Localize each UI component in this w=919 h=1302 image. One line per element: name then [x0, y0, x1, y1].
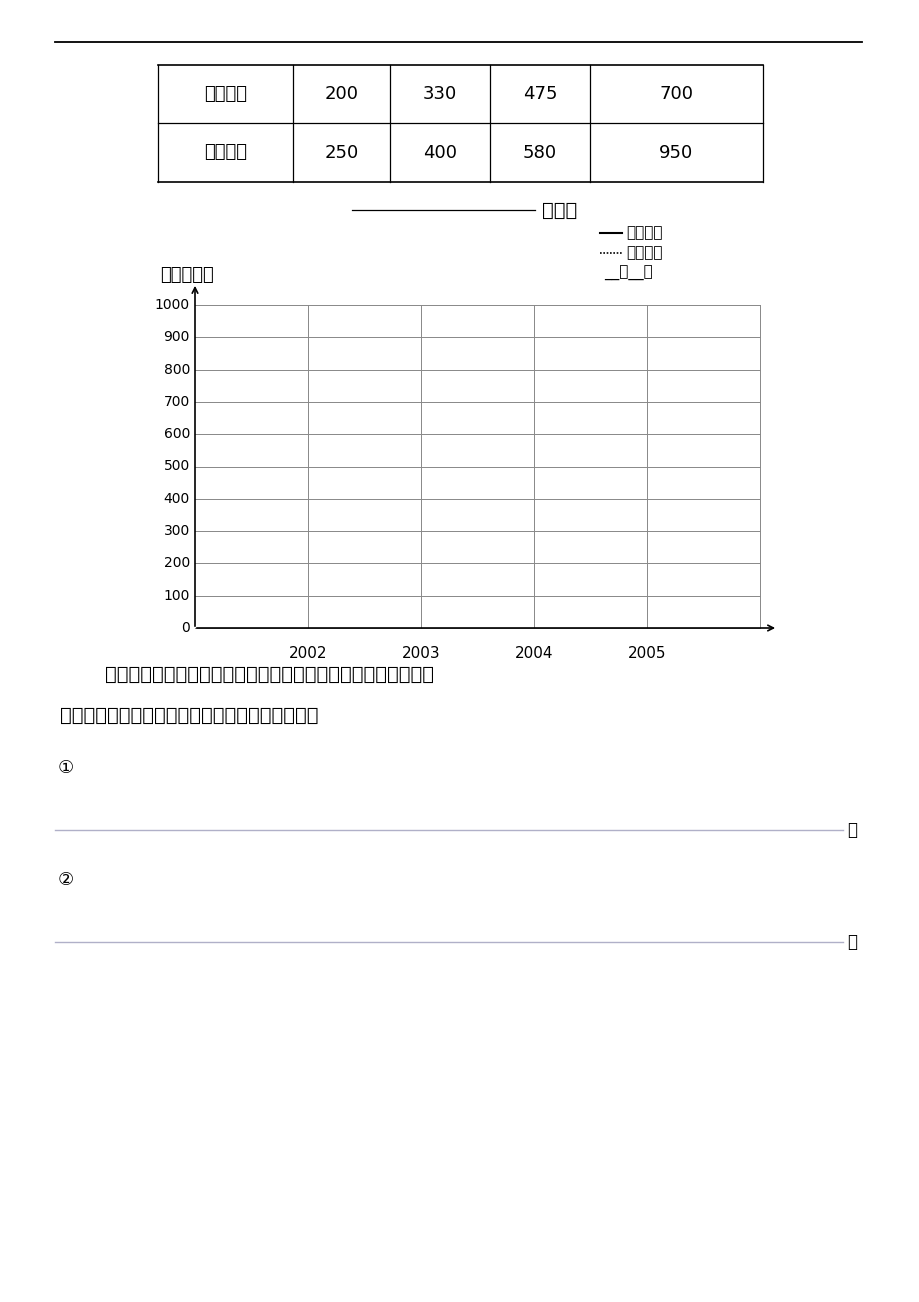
Text: 单位：万元: 单位：万元: [160, 266, 213, 284]
Text: 2003: 2003: [402, 646, 440, 660]
Text: 900: 900: [164, 331, 190, 344]
Text: 100: 100: [164, 589, 190, 603]
Text: 500: 500: [164, 460, 190, 474]
Text: 2004: 2004: [515, 646, 552, 660]
Text: 700: 700: [164, 395, 190, 409]
Text: 600: 600: [164, 427, 190, 441]
Text: 580: 580: [522, 143, 557, 161]
Text: 330: 330: [423, 85, 457, 103]
Text: 200: 200: [164, 556, 190, 570]
Text: 工业收入: 工业收入: [204, 143, 246, 161]
Text: ②: ②: [58, 871, 74, 889]
Text: 800: 800: [164, 362, 190, 376]
Text: 300: 300: [164, 525, 190, 538]
Text: 工业收入: 工业收入: [625, 246, 662, 260]
Text: 1000: 1000: [154, 298, 190, 312]
Text: 统计图: 统计图: [541, 201, 576, 220]
Text: 700: 700: [659, 85, 693, 103]
Text: 400: 400: [423, 143, 457, 161]
Text: 。: 。: [846, 934, 857, 950]
Text: 2002: 2002: [289, 646, 327, 660]
Text: 农业收入: 农业收入: [625, 225, 662, 241]
Text: 950: 950: [659, 143, 693, 161]
Text: ①: ①: [58, 759, 74, 777]
Text: 250: 250: [324, 143, 358, 161]
Text: __月__日: __月__日: [604, 266, 652, 280]
Text: 200: 200: [324, 85, 358, 103]
Text: 400: 400: [164, 492, 190, 505]
Text: 475: 475: [522, 85, 557, 103]
Text: 些数学问题？想出两个写在下面的横线上并解答。: 些数学问题？想出两个写在下面的横线上并解答。: [60, 706, 318, 725]
Text: 农业收入: 农业收入: [204, 85, 246, 103]
Text: 2005: 2005: [627, 646, 665, 660]
Text: 0: 0: [181, 621, 190, 635]
Text: 。: 。: [846, 822, 857, 838]
Text: 根据上面统计图表的具体情况，运用百分数的知识，你能提出哪: 根据上面统计图表的具体情况，运用百分数的知识，你能提出哪: [80, 665, 434, 684]
